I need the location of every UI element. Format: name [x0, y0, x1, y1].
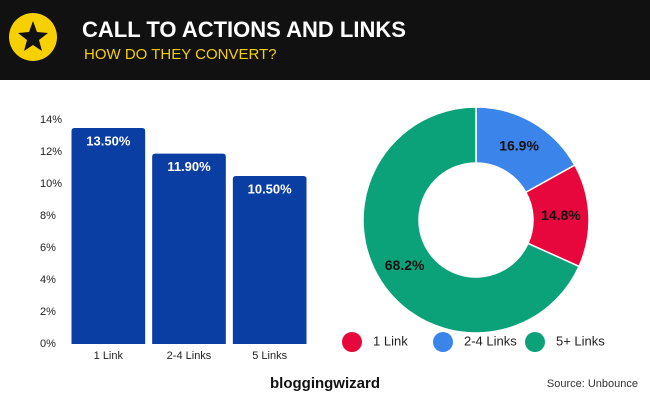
legend-label: 2-4 Links: [464, 333, 517, 348]
y-tick-label: 14%: [40, 114, 62, 126]
value-label: 13.50%: [86, 133, 131, 148]
x-tick-label: 2-4 Links: [167, 350, 212, 362]
bar: [232, 176, 307, 344]
y-tick-label: 0%: [40, 338, 56, 350]
value-label: 14.8%: [541, 207, 581, 223]
y-tick-label: 10%: [40, 178, 62, 190]
subtitle: HOW DO THEY CONVERT?: [84, 46, 277, 63]
y-tick-label: 6%: [40, 242, 56, 254]
legend-label: 5+ Links: [556, 333, 605, 348]
header-band: [0, 0, 650, 80]
title: CALL TO ACTIONS AND LINKS: [82, 17, 406, 42]
bar: [152, 153, 226, 344]
legend-swatch: [342, 332, 362, 352]
y-tick-label: 8%: [40, 210, 56, 222]
value-label: 10.50%: [248, 181, 293, 196]
source: Source: Unbounce: [547, 378, 638, 390]
brand: bloggingwizard: [270, 375, 380, 392]
legend-swatch: [433, 332, 453, 352]
logo-icon: [9, 13, 57, 61]
value-label: 11.90%: [167, 159, 211, 174]
bar: [71, 128, 146, 344]
y-tick-label: 12%: [40, 146, 62, 158]
x-tick-label: 1 Link: [94, 350, 124, 362]
donut-slice: [362, 106, 581, 334]
value-label: 68.2%: [385, 257, 425, 273]
legend-label: 1 Link: [373, 333, 408, 348]
x-tick-label: 5 Links: [252, 350, 287, 362]
value-label: 16.9%: [499, 137, 539, 153]
y-tick-label: 2%: [40, 306, 56, 318]
legend-swatch: [525, 332, 545, 352]
y-tick-label: 4%: [40, 274, 56, 286]
